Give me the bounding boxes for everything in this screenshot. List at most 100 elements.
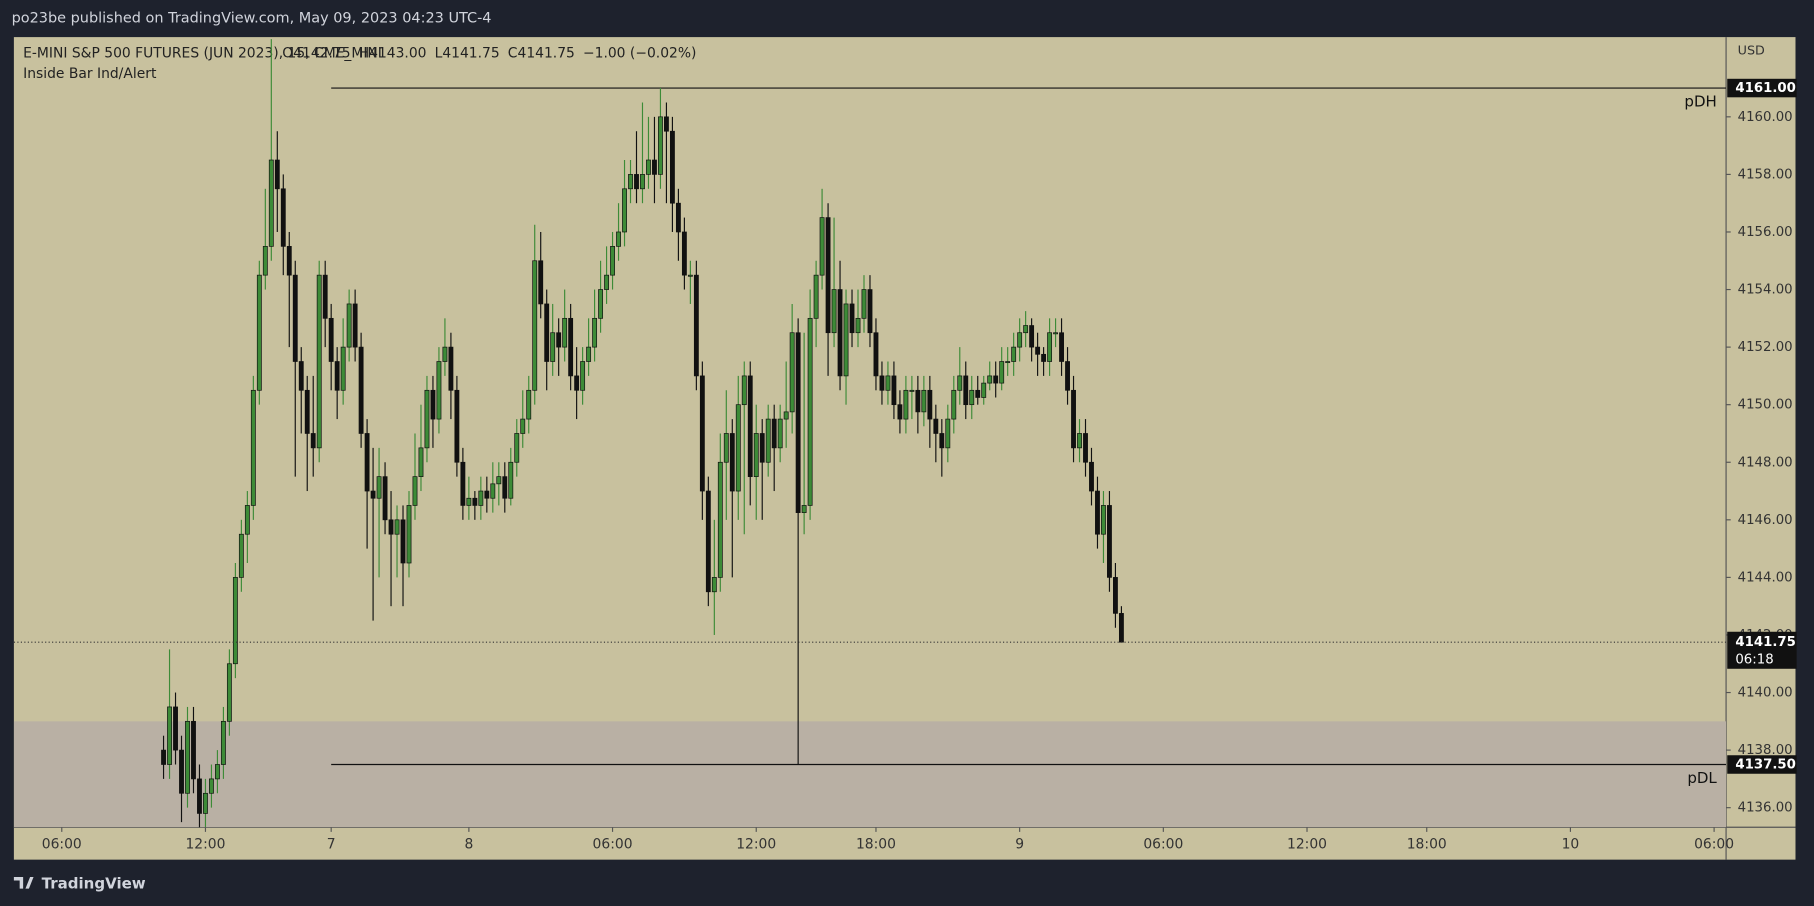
- candle-body: [765, 418, 771, 463]
- candle-body: [981, 382, 987, 398]
- candle-body: [885, 375, 891, 391]
- candle-body: [262, 246, 268, 276]
- candle-body: [394, 519, 400, 535]
- candle-body: [526, 389, 532, 420]
- candle-body: [1023, 325, 1029, 334]
- x-tick-label: 9: [1015, 837, 1024, 853]
- ohlc-value: C4141.75: [508, 45, 575, 61]
- y-tick-label: 4144.00: [1738, 570, 1793, 585]
- candle-body: [634, 174, 639, 190]
- candle-body: [191, 720, 196, 780]
- candle-body: [292, 274, 298, 362]
- level-name: pDH: [1684, 92, 1716, 110]
- candle-body: [604, 274, 609, 290]
- candle-body: [538, 260, 544, 305]
- time-axis-background: [13, 827, 1796, 860]
- y-tick-label: 4146.00: [1738, 513, 1793, 528]
- candle-body: [550, 332, 556, 362]
- candle-body: [340, 346, 346, 391]
- candle-body: [777, 418, 783, 449]
- candle-body: [801, 505, 807, 513]
- candle-body: [418, 447, 424, 477]
- candle-body: [729, 433, 735, 492]
- level-tag: [1727, 755, 1797, 774]
- candle-body: [280, 188, 286, 247]
- candle-body: [664, 116, 669, 132]
- candle-body: [316, 274, 322, 449]
- candle-body: [1011, 346, 1017, 362]
- y-tick-label: 4160.00: [1738, 110, 1793, 125]
- candle-body: [640, 174, 645, 190]
- candle-body: [484, 490, 490, 499]
- candle-body: [735, 404, 741, 492]
- last-price-tag: [1727, 631, 1797, 669]
- candle-body: [508, 461, 514, 499]
- candle-body: [628, 174, 633, 190]
- y-tick-label: 4140.00: [1738, 686, 1793, 701]
- candle-body: [717, 461, 723, 578]
- candle-body: [185, 720, 190, 794]
- candle-body: [226, 663, 232, 722]
- candle-body: [771, 418, 777, 449]
- candle-body: [999, 361, 1005, 384]
- candle-body: [616, 231, 621, 247]
- candle-body: [1095, 490, 1100, 535]
- y-tick-label: 4136.00: [1738, 801, 1793, 816]
- footer-logo: TradingView: [13, 874, 146, 892]
- candle-body: [681, 231, 687, 276]
- candle-body: [274, 159, 280, 190]
- candle-body: [328, 317, 334, 362]
- y-tick-label: 4150.00: [1738, 398, 1793, 413]
- candle-body: [945, 418, 951, 449]
- candle-body: [478, 490, 484, 506]
- candle-body: [556, 332, 562, 348]
- candle-body: [562, 317, 568, 348]
- candle-body: [179, 749, 184, 794]
- candle-body: [915, 389, 921, 413]
- last-price-label: 4141.75: [1735, 635, 1796, 650]
- candle-body: [921, 389, 927, 413]
- ohlc-value: O4142.75: [282, 45, 350, 61]
- candle-body: [424, 389, 430, 449]
- candle-body: [352, 303, 358, 348]
- x-tick-label: 06:00: [1694, 837, 1734, 853]
- candle-body: [957, 375, 963, 391]
- candle-body: [658, 116, 663, 175]
- candle-body: [825, 217, 831, 334]
- candle-body: [490, 483, 496, 499]
- candle-body: [496, 476, 502, 485]
- countdown: 06:18: [1735, 653, 1773, 668]
- x-tick-label: 12:00: [1287, 837, 1327, 853]
- candle-body: [406, 505, 412, 564]
- candle-body: [783, 411, 789, 420]
- candle-body: [388, 519, 394, 535]
- candle-body: [1113, 577, 1118, 614]
- candle-body: [430, 389, 436, 420]
- candle-body: [610, 246, 615, 276]
- candle-body: [358, 346, 364, 434]
- candle-body: [1041, 353, 1047, 362]
- candle-body: [298, 361, 304, 391]
- candle-body: [532, 260, 538, 391]
- candle-body: [687, 274, 693, 277]
- indicator-name: Inside Bar Ind/Alert: [23, 66, 157, 82]
- candle-body: [711, 577, 717, 593]
- candle-body: [1065, 361, 1070, 391]
- candle-body: [598, 289, 604, 319]
- y-tick-label: 4158.00: [1738, 167, 1793, 182]
- candle-body: [286, 246, 292, 276]
- x-tick-label: 10: [1562, 837, 1580, 853]
- candle-body: [1029, 325, 1035, 348]
- candle-body: [951, 389, 957, 420]
- candle-body: [987, 375, 993, 384]
- candle-body: [1118, 613, 1124, 643]
- candle-body: [400, 519, 406, 564]
- candle-body: [167, 706, 172, 765]
- candle-body: [933, 418, 939, 434]
- candle-body: [220, 720, 226, 765]
- candle-body: [346, 303, 352, 348]
- candle-body: [1053, 332, 1058, 335]
- candle-body: [837, 289, 843, 377]
- plot-background: [13, 37, 1727, 828]
- candle-body: [203, 792, 208, 814]
